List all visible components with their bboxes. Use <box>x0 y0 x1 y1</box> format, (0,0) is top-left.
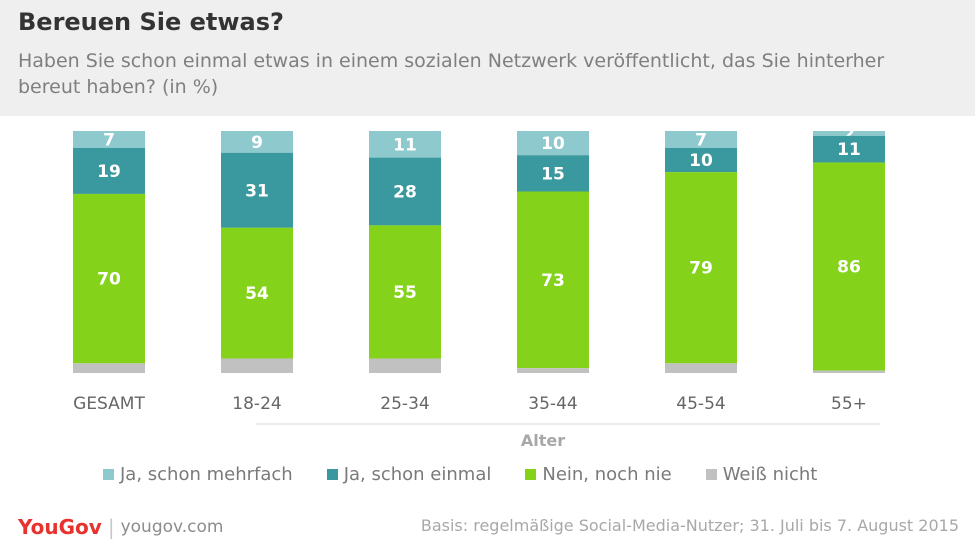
header-band: Bereuen Sie etwas? Haben Sie schon einma… <box>0 0 975 116</box>
bar-segment <box>813 135 885 163</box>
bar-segment <box>665 147 737 173</box>
stacked-bar-chart: 7 19 70 GESAMT 9 31 54 18-24 11 28 55 25-34 10 15 73 35… <box>73 124 885 450</box>
data-label: 19 <box>97 162 121 182</box>
data-label: 54 <box>245 284 269 304</box>
bar-segment <box>517 191 589 369</box>
data-label: 31 <box>245 181 269 201</box>
legend: Ja, schon mehrfach Ja, schon einmal Nein, … <box>103 464 851 485</box>
legend-swatch <box>103 469 114 480</box>
bar-segment <box>813 131 885 136</box>
brand-separator: | <box>107 515 115 539</box>
x-tick-label: 55+ <box>831 394 867 414</box>
data-label: 73 <box>541 271 565 291</box>
legend-swatch <box>525 469 537 480</box>
legend-item: Nein, noch nie <box>525 464 672 485</box>
bar-segment <box>221 131 293 153</box>
data-label: 55 <box>393 283 417 303</box>
brand: YouGov | yougov.com <box>18 515 223 539</box>
bar-segment <box>665 172 737 364</box>
legend-label: Nein, noch nie <box>542 464 672 485</box>
data-label: 10 <box>689 151 713 171</box>
x-tick-label: 45-54 <box>676 394 725 414</box>
legend-swatch <box>705 469 717 480</box>
bar-segment <box>665 131 737 148</box>
brand-url[interactable]: yougov.com <box>120 517 224 537</box>
data-label: 7 <box>695 130 707 150</box>
bar-segment <box>369 225 441 359</box>
legend-label: Ja, schon mehrfach <box>120 464 293 485</box>
legend-item: Ja, schon mehrfach <box>103 464 293 485</box>
x-tick-label: 35-44 <box>528 394 577 414</box>
legend-label: Weiß nicht <box>722 464 818 485</box>
legend-label: Ja, schon einmal <box>343 464 492 485</box>
legend-swatch <box>326 469 338 480</box>
legend-item: Ja, schon einmal <box>326 464 492 485</box>
x-axis-label: Alter <box>521 431 565 450</box>
bar-segment <box>369 157 441 226</box>
x-tick-label: 18-24 <box>232 394 281 414</box>
data-label: 11 <box>393 135 417 155</box>
chart-title: Bereuen Sie etwas? <box>18 8 284 36</box>
bar-segment <box>369 131 441 158</box>
data-label: 10 <box>541 134 565 154</box>
bar-segment <box>813 370 885 373</box>
yougov-logo: YouGov <box>18 515 102 539</box>
bar-segment <box>73 131 145 148</box>
chart-subtitle: Haben Sie schon einmal etwas in einem so… <box>18 50 885 98</box>
bar-segment <box>221 358 293 373</box>
data-label: 86 <box>837 258 861 278</box>
bar-segment <box>517 368 589 373</box>
bar-segment <box>813 162 885 371</box>
data-label: 7 <box>103 130 115 150</box>
data-label: 79 <box>689 259 713 279</box>
data-label: 28 <box>393 183 417 203</box>
data-label: 9 <box>251 133 263 153</box>
x-tick-label: 25-34 <box>380 394 429 414</box>
data-label: 11 <box>837 140 861 160</box>
bar-segment <box>221 227 293 359</box>
bar-segment <box>517 131 589 156</box>
legend-item: Weiß nicht <box>705 464 818 485</box>
data-label: 15 <box>541 164 565 184</box>
data-label: 70 <box>97 270 121 290</box>
data-label: 2 <box>843 124 855 144</box>
x-tick-label: GESAMT <box>73 394 145 414</box>
basis-footnote: Basis: regelmäßige Social-Media-Nutzer; … <box>420 516 959 535</box>
bar-segment <box>665 363 737 373</box>
bar-segment <box>73 363 145 373</box>
bar-segment <box>73 147 145 194</box>
bar-segment <box>221 152 293 228</box>
bar-segment <box>73 193 145 364</box>
bar-segment <box>517 155 589 192</box>
bar-segment <box>369 358 441 373</box>
